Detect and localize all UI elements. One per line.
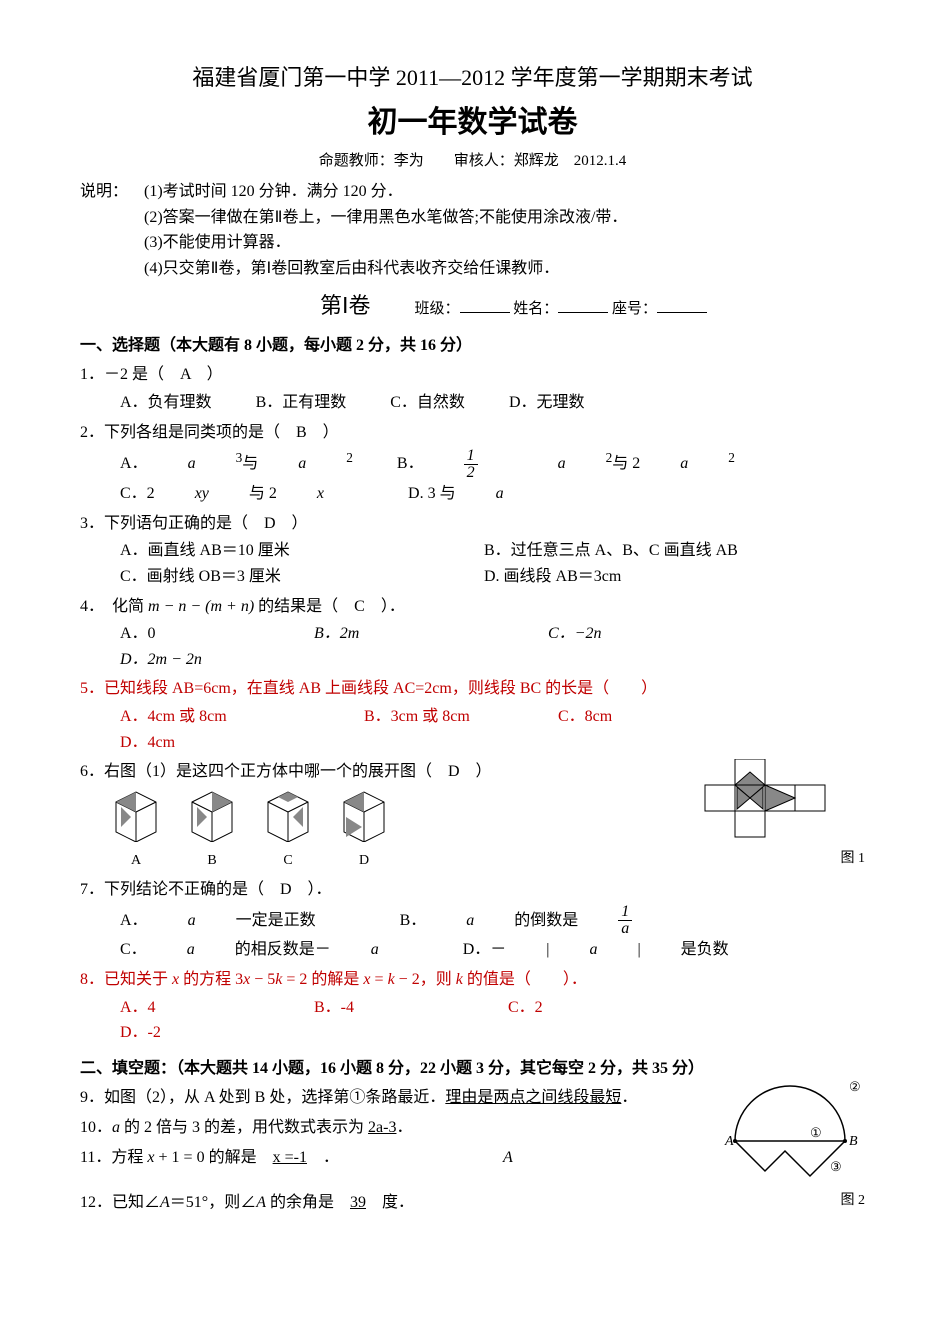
q3-options: A．画直线 AB＝10 厘米 B．过任意三点 A、B、C 画直线 AB C．画射…: [120, 538, 865, 589]
q2-c: C．2xy 与 2x: [120, 481, 364, 507]
figure-1-net: 图 1: [695, 759, 865, 870]
svg-text:③: ③: [830, 1159, 842, 1174]
blank-class[interactable]: [460, 297, 510, 313]
q8-a: A．4: [120, 995, 270, 1021]
q8-b: B．-4: [314, 995, 464, 1021]
q7-c: C．a 的相反数是－a: [120, 937, 419, 963]
q7-stem: 7．下列结论不正确的是（ D ）．: [80, 877, 865, 903]
q2-options: A．a3 与 a2 B．12a2 与 2a2 C．2xy 与 2x D. 3 与…: [120, 447, 865, 507]
instr-2: (2)答案一律做在第Ⅱ卷上，一律用黑色水笔做答;不能使用涂改液/带．: [144, 205, 627, 231]
cube-c: C: [258, 787, 318, 873]
q8-stem: 8．已知关于 x 的方程 3x − 5k = 2 的解是 x = k − 2，则…: [80, 967, 865, 993]
q3-a: A．画直线 AB＝10 厘米: [120, 538, 440, 564]
q1-a: A．负有理数: [120, 390, 212, 416]
q3-c: C．画射线 OB＝3 厘米: [120, 564, 440, 590]
q1-c: C．自然数: [390, 390, 465, 416]
q10-answer: 2a-3: [368, 1119, 396, 1136]
label-seat: 座号：: [612, 301, 657, 317]
exam-header-line1: 福建省厦门第一中学 2011—2012 学年度第一学期期末考试: [80, 60, 865, 95]
instructions: 说明： (1)考试时间 120 分钟．满分 120 分． (2)答案一律做在第Ⅱ…: [80, 179, 865, 281]
q2-b: B．12a2 与 2a2: [397, 447, 735, 481]
instr-1: (1)考试时间 120 分钟．满分 120 分．: [144, 179, 627, 205]
label-name: 姓名：: [513, 301, 558, 317]
instr-label: 说明：: [80, 179, 140, 205]
q4-d: D．2m − 2n: [120, 647, 310, 673]
q5-a: A．4cm 或 8cm: [120, 704, 320, 730]
q8-d: D．-2: [120, 1020, 270, 1046]
q4-c: C．−2n: [548, 621, 738, 647]
q8-c: C．2: [508, 995, 658, 1021]
svg-text:②: ②: [849, 1079, 861, 1094]
q5-b: B．3cm 或 8cm: [364, 704, 514, 730]
figure-2: A B ① ② ③ 图 2: [715, 1071, 865, 1212]
volume-title: 第Ⅰ卷: [320, 288, 371, 323]
q3-stem: 3．下列语句正确的是（ D ）: [80, 511, 865, 537]
q3-d: D. 画线段 AB＝3cm: [484, 564, 621, 590]
q1-b: B．正有理数: [256, 390, 347, 416]
blank-seat[interactable]: [657, 297, 707, 313]
volume-row: 第Ⅰ卷 班级： 姓名： 座号：: [80, 288, 865, 323]
q1-options: A．负有理数 B．正有理数 C．自然数 D．无理数: [120, 390, 865, 416]
svg-text:①: ①: [810, 1125, 822, 1140]
cube-b: B: [182, 787, 242, 873]
svg-text:B: B: [849, 1134, 858, 1149]
svg-text:A: A: [724, 1134, 734, 1149]
cube-a: A: [106, 787, 166, 873]
byline: 命题教师：李为 审核人：郑辉龙 2012.1.4: [80, 149, 865, 173]
q6-stem: 6．右图（1）是这四个正方体中哪一个的展开图（ D ） 图 1: [80, 759, 865, 785]
q4-b: B．2m: [314, 621, 504, 647]
q5-stem: 5．已知线段 AB=6cm，在直线 AB 上画线段 AC=2cm，则线段 BC …: [80, 676, 865, 702]
q4-options: A．0 B．2m C．−2n D．2m − 2n: [120, 621, 865, 672]
q12-answer: 39: [350, 1194, 366, 1211]
q2-a: A．a3 与 a2: [120, 447, 353, 477]
exam-title: 初一年数学试卷: [80, 99, 865, 147]
blank-name[interactable]: [558, 297, 608, 313]
q1-d: D．无理数: [509, 390, 585, 416]
q5-options: A．4cm 或 8cm B．3cm 或 8cm C．8cm D．4cm: [120, 704, 865, 755]
q7-d: D．－|a| 是负数: [463, 937, 769, 963]
label-class: 班级：: [415, 301, 460, 317]
instr-3: (3)不能使用计算器．: [144, 230, 627, 256]
q2-stem: 2．下列各组是同类项的是（ B ）: [80, 420, 865, 446]
section1-heading: 一、选择题（本大题有 8 小题，每小题 2 分，共 16 分）: [80, 333, 865, 359]
q8-options: A．4 B．-4 C．2 D．-2: [120, 995, 865, 1046]
q5-d: D．4cm: [120, 730, 270, 756]
q7-a: A．a 一定是正数: [120, 908, 356, 934]
instr-4: (4)只交第Ⅱ卷，第Ⅰ卷回教室后由科代表收齐交给任课教师．: [144, 256, 627, 282]
cube-d: D: [334, 787, 394, 873]
q7-options: A．a 一定是正数 B．a 的倒数是 1a C．a 的相反数是－a D．－|a|…: [120, 904, 865, 963]
q11-answer: x =-1: [273, 1149, 307, 1166]
q7-b: B．a 的倒数是 1a: [400, 904, 713, 937]
q4-stem: 4． 化简 m − n − (m + n) 的结果是（ C ）．: [80, 594, 865, 620]
q2-d: D. 3 与 a: [408, 481, 544, 507]
q9-answer: 理由是两点之间线段最短: [445, 1089, 621, 1106]
q1-stem: 1．－2 是（ A ）: [80, 362, 865, 388]
q3-b: B．过任意三点 A、B、C 画直线 AB: [484, 538, 738, 564]
q4-a: A．0: [120, 621, 270, 647]
q5-c: C．8cm: [558, 704, 708, 730]
